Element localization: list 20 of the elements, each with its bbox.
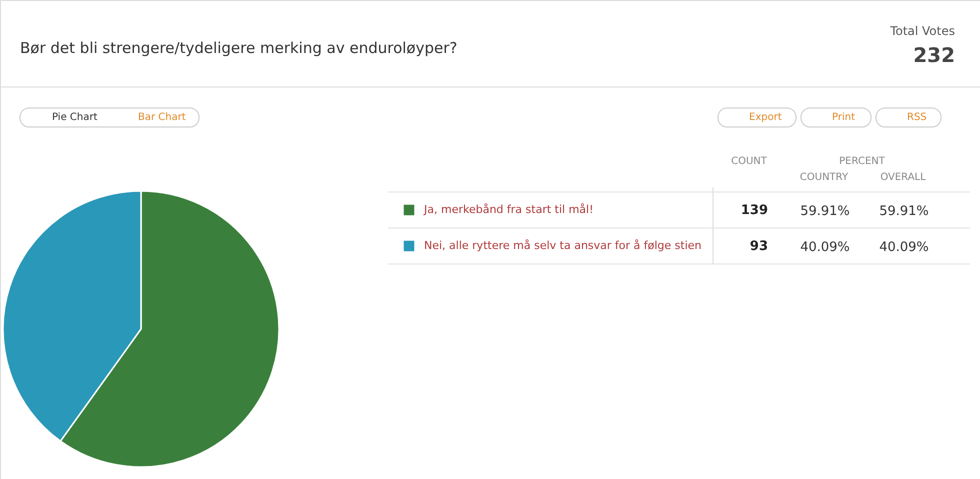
legend-label: Ja, merkebånd fra start til mål!: [423, 203, 594, 216]
text: Total Votes: [889, 24, 955, 38]
text: Print: [832, 112, 856, 123]
data-label: 93: [750, 239, 768, 254]
legend-label: Nei, alle ryttere må selv ta ansvar for å følge stien: [424, 239, 702, 252]
chart-title: Bør det bli strengere/tydeligere merking av enduroløyper?: [20, 39, 458, 57]
data-label: 139: [740, 203, 768, 218]
text: 59.91%: [800, 204, 850, 219]
text: Bar Chart: [138, 112, 186, 123]
text: 232: [913, 43, 955, 67]
text: RSS: [907, 112, 927, 123]
text: 40.09%: [879, 240, 929, 255]
text: PERCENT: [839, 156, 886, 167]
text: OVERALL: [880, 172, 926, 183]
text: Export: [749, 112, 782, 123]
text: 40.09%: [800, 240, 850, 255]
text: COUNT: [731, 156, 768, 167]
text: 59.91%: [879, 204, 929, 219]
text: COUNTRY: [800, 172, 849, 183]
text: Pie Chart: [52, 112, 98, 123]
